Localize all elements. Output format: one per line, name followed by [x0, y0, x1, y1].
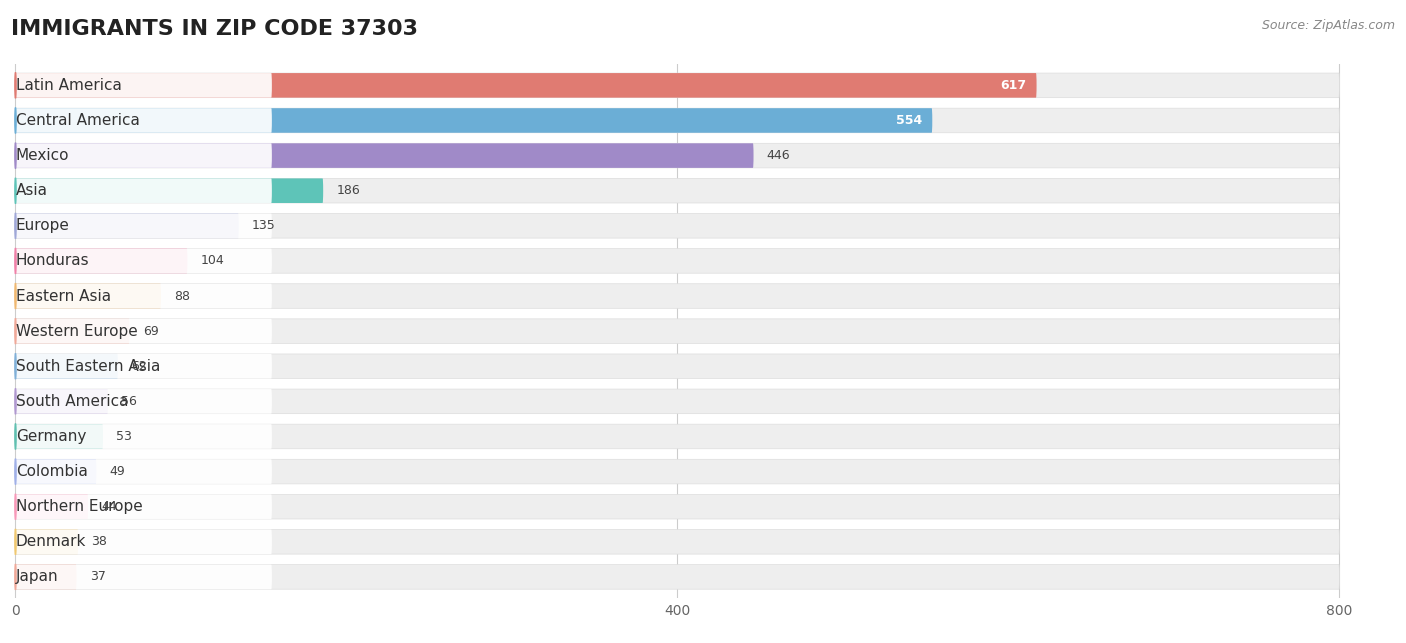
FancyBboxPatch shape: [15, 284, 160, 309]
FancyBboxPatch shape: [15, 249, 187, 273]
Text: IMMIGRANTS IN ZIP CODE 37303: IMMIGRANTS IN ZIP CODE 37303: [11, 19, 418, 39]
Text: Mexico: Mexico: [15, 148, 69, 163]
FancyBboxPatch shape: [15, 213, 1340, 238]
FancyBboxPatch shape: [15, 249, 271, 273]
FancyBboxPatch shape: [15, 494, 1340, 519]
Text: 104: 104: [201, 255, 225, 267]
Text: Honduras: Honduras: [15, 253, 90, 268]
Text: Northern Europe: Northern Europe: [15, 499, 142, 514]
Text: Latin America: Latin America: [15, 78, 122, 93]
Text: 88: 88: [174, 289, 190, 303]
Text: Western Europe: Western Europe: [15, 323, 138, 339]
FancyBboxPatch shape: [15, 530, 1340, 554]
FancyBboxPatch shape: [15, 530, 271, 554]
FancyBboxPatch shape: [15, 73, 271, 98]
FancyBboxPatch shape: [15, 319, 1340, 343]
Text: 62: 62: [131, 359, 146, 373]
FancyBboxPatch shape: [15, 354, 271, 379]
FancyBboxPatch shape: [15, 143, 754, 168]
FancyBboxPatch shape: [15, 389, 1340, 413]
FancyBboxPatch shape: [15, 108, 1340, 132]
FancyBboxPatch shape: [15, 389, 108, 413]
FancyBboxPatch shape: [15, 284, 271, 309]
Text: 186: 186: [336, 184, 360, 197]
FancyBboxPatch shape: [15, 565, 76, 589]
Text: 446: 446: [766, 149, 790, 162]
FancyBboxPatch shape: [15, 319, 129, 343]
Text: South America: South America: [15, 394, 128, 409]
FancyBboxPatch shape: [15, 424, 103, 449]
FancyBboxPatch shape: [15, 213, 271, 238]
FancyBboxPatch shape: [15, 178, 1340, 203]
Text: Denmark: Denmark: [15, 534, 86, 549]
Text: 49: 49: [110, 465, 125, 478]
FancyBboxPatch shape: [15, 108, 932, 132]
Text: Source: ZipAtlas.com: Source: ZipAtlas.com: [1261, 19, 1395, 32]
Text: Colombia: Colombia: [15, 464, 87, 479]
Text: 37: 37: [90, 570, 105, 583]
Text: 38: 38: [91, 536, 107, 548]
Text: Germany: Germany: [15, 429, 86, 444]
FancyBboxPatch shape: [15, 494, 271, 519]
Text: Eastern Asia: Eastern Asia: [15, 289, 111, 303]
FancyBboxPatch shape: [15, 143, 271, 168]
Text: 44: 44: [101, 500, 117, 513]
Text: Asia: Asia: [15, 183, 48, 198]
FancyBboxPatch shape: [15, 565, 1340, 589]
Text: Central America: Central America: [15, 113, 139, 128]
FancyBboxPatch shape: [15, 108, 271, 132]
FancyBboxPatch shape: [15, 178, 271, 203]
FancyBboxPatch shape: [15, 424, 1340, 449]
FancyBboxPatch shape: [15, 178, 323, 203]
FancyBboxPatch shape: [15, 143, 1340, 168]
FancyBboxPatch shape: [15, 530, 79, 554]
Text: South Eastern Asia: South Eastern Asia: [15, 359, 160, 374]
FancyBboxPatch shape: [15, 319, 271, 343]
FancyBboxPatch shape: [15, 459, 1340, 484]
Text: 135: 135: [252, 219, 276, 232]
FancyBboxPatch shape: [15, 354, 1340, 379]
FancyBboxPatch shape: [15, 354, 118, 379]
FancyBboxPatch shape: [15, 249, 1340, 273]
FancyBboxPatch shape: [15, 389, 271, 413]
Text: 69: 69: [143, 325, 159, 338]
Text: 53: 53: [117, 430, 132, 443]
Text: 554: 554: [896, 114, 922, 127]
FancyBboxPatch shape: [15, 73, 1340, 98]
Text: Japan: Japan: [15, 570, 59, 584]
FancyBboxPatch shape: [15, 565, 271, 589]
FancyBboxPatch shape: [15, 459, 97, 484]
FancyBboxPatch shape: [15, 494, 89, 519]
Text: 617: 617: [1001, 79, 1026, 92]
FancyBboxPatch shape: [15, 284, 1340, 309]
FancyBboxPatch shape: [15, 459, 271, 484]
FancyBboxPatch shape: [15, 73, 1036, 98]
Text: Europe: Europe: [15, 219, 70, 233]
FancyBboxPatch shape: [15, 213, 239, 238]
Text: 56: 56: [121, 395, 138, 408]
FancyBboxPatch shape: [15, 424, 271, 449]
